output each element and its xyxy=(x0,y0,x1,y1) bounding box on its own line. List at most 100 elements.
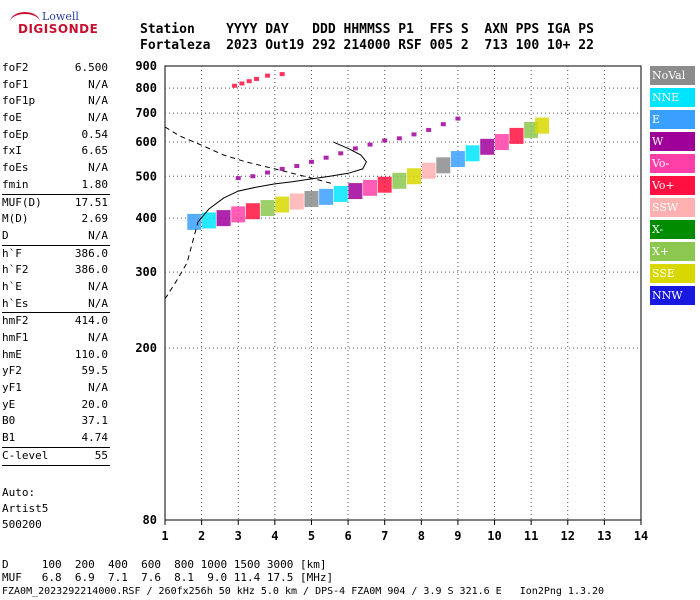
legend-item: Vo+ xyxy=(650,176,695,195)
param-value: N/A xyxy=(88,77,108,91)
footer-row1: D 100 200 400 600 800 1000 1500 3000 [km… xyxy=(2,558,327,571)
trace-point xyxy=(216,210,231,227)
x-tick-label: 5 xyxy=(308,529,315,543)
param-name: foF1 xyxy=(2,77,29,91)
header-row2: Fortaleza 2023 Out19 292 214000 RSF 005 … xyxy=(140,38,594,53)
legend-item: SSE xyxy=(650,264,695,283)
legend-item: NNW xyxy=(650,286,695,305)
auto-line: Artist5 xyxy=(2,502,49,515)
x-tick-label: 7 xyxy=(381,529,388,543)
param-separator xyxy=(2,312,110,314)
trace-point xyxy=(254,76,260,81)
trace-point xyxy=(392,172,407,189)
trace-point xyxy=(246,79,252,84)
param-name: B0 xyxy=(2,414,16,428)
auto-line: 500200 xyxy=(2,518,42,531)
param-value: 55 xyxy=(94,448,108,462)
grid xyxy=(165,66,641,520)
auto-line: Auto: xyxy=(2,486,36,499)
param-value: 2.69 xyxy=(81,212,109,226)
param-name: fmin xyxy=(2,177,29,191)
x-tick-label: 2 xyxy=(198,529,205,543)
trace-point xyxy=(450,151,465,168)
param-value: 386.0 xyxy=(74,263,108,277)
param-name: yF1 xyxy=(2,381,22,395)
param-value: 6.500 xyxy=(74,61,108,74)
param-row: h`E N/A xyxy=(2,279,110,296)
trace-point xyxy=(265,170,271,175)
param-name: hmE xyxy=(2,347,22,361)
param-row: h`Es N/A xyxy=(2,296,110,313)
trace-point xyxy=(363,179,378,196)
trace-point xyxy=(294,164,300,169)
trace-point xyxy=(524,121,539,138)
x-tick-label: 4 xyxy=(271,529,278,543)
legend-item: E xyxy=(650,110,695,129)
x-tick-label: 9 xyxy=(454,529,461,543)
auto-block: Auto: Artist5 500200 xyxy=(2,485,48,533)
param-name: h`F2 xyxy=(2,263,29,277)
param-name: h`E xyxy=(2,279,22,293)
param-row: B1 4.74 xyxy=(2,430,110,447)
trace-point xyxy=(494,134,509,151)
param-row: yE 20.0 xyxy=(2,397,110,414)
logo-arc-icon xyxy=(10,12,40,32)
param-value: N/A xyxy=(88,279,108,293)
y-tick-label: 800 xyxy=(135,81,157,95)
logo-line2: DIGISONDE xyxy=(18,22,99,36)
trace-point xyxy=(279,72,285,77)
y-tick-label: 500 xyxy=(135,169,157,183)
legend-item: W xyxy=(650,132,695,151)
x-tick-label: 3 xyxy=(235,529,242,543)
param-row: foF2 6.500 xyxy=(2,60,110,77)
trace-point xyxy=(367,142,373,147)
param-value: 110.0 xyxy=(74,347,108,361)
param-row: fmin 1.80 xyxy=(2,177,110,194)
trace-point xyxy=(201,212,216,229)
param-value: 6.65 xyxy=(81,144,109,158)
legend-item: Vo- xyxy=(650,154,695,173)
trace-point xyxy=(509,127,524,144)
header-row1: Station YYYY DAY DDD HHMMSS P1 FFS S AXN… xyxy=(140,22,594,37)
param-name: hmF2 xyxy=(2,314,29,328)
y-tick-label: 300 xyxy=(135,265,157,279)
trace-point xyxy=(323,155,329,160)
trace-point xyxy=(289,193,304,210)
logo-line1: Lowell xyxy=(42,10,79,23)
y-tick-label: 200 xyxy=(135,341,157,355)
trace-point xyxy=(250,174,256,179)
x-tick-label: 10 xyxy=(487,529,501,543)
param-name: MUF(D) xyxy=(2,195,42,209)
ionogram-chart: 1 2 3 4 5 6 7 8 9 10 11 12 13 14802003004005006007008… xyxy=(135,59,648,543)
param-value: 59.5 xyxy=(81,364,109,378)
y-tick-label: 80 xyxy=(143,513,157,527)
trace-point xyxy=(535,117,550,134)
plot-frame xyxy=(164,65,642,521)
profile-dashed-upper-line xyxy=(164,126,334,185)
trace-point xyxy=(421,162,436,179)
y-tick-label: 600 xyxy=(135,135,157,149)
param-separator xyxy=(2,464,110,466)
x-tick-label: 12 xyxy=(561,529,575,543)
param-name: h`F xyxy=(2,246,22,260)
trace-point xyxy=(382,138,388,143)
param-separator xyxy=(2,193,110,195)
param-row: C-level 55 xyxy=(2,448,110,465)
trace-point xyxy=(235,176,241,181)
polarization-legend: NoVal NNE E W Vo- Vo+ SSW X- X+ SSE NNW xyxy=(650,66,695,308)
param-row: B0 37.1 xyxy=(2,413,110,430)
param-row: hmF2 414.0 xyxy=(2,313,110,330)
y-tick-label: 700 xyxy=(135,106,157,120)
param-value: 17.51 xyxy=(74,195,108,209)
param-row: hmF1 N/A xyxy=(2,330,110,347)
param-row: M(D) 2.69 xyxy=(2,211,110,228)
trace-point xyxy=(304,190,319,207)
digisonde-logo: Lowell DIGISONDE xyxy=(6,8,98,38)
param-row: foF1p N/A xyxy=(2,93,110,110)
legend-item: SSW xyxy=(650,198,695,217)
param-name: B1 xyxy=(2,431,16,445)
parameter-panel: foF2 6.500 foF1 N/A foF1p N/A foE N/A foEp 0.54 fx… xyxy=(2,60,110,466)
trace-point xyxy=(319,188,334,205)
y-tick-label: 400 xyxy=(135,211,157,225)
trace-point xyxy=(275,196,290,213)
